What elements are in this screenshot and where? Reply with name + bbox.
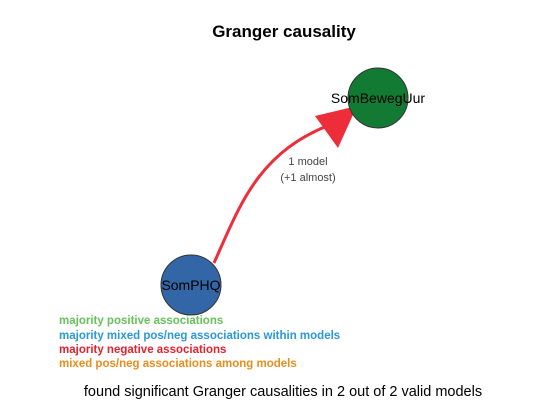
legend-positive: majority positive associations [59, 315, 223, 327]
causality-edge [212, 122, 333, 264]
node-somphq [160, 254, 222, 316]
edge-arrowhead [315, 106, 357, 148]
legend-negative: majority negative associations [59, 344, 226, 356]
edge-label-models: 1 model [288, 156, 327, 168]
legend-mixed-within: majority mixed pos/neg associations with… [59, 330, 340, 342]
node-sombeweguur-label: SomBewegUur [331, 90, 425, 106]
node-sombeweguur [347, 67, 409, 129]
legend-mixed-among: mixed pos/neg associations among models [59, 358, 297, 370]
node-somphq-label: SomPHQ [161, 277, 220, 293]
legend: majority positive associations majority … [59, 315, 340, 370]
diagram-title: Granger causality [212, 22, 356, 41]
footer-summary: found significant Granger causalities in… [84, 384, 482, 400]
edge-label-almost: (+1 almost) [280, 172, 335, 184]
